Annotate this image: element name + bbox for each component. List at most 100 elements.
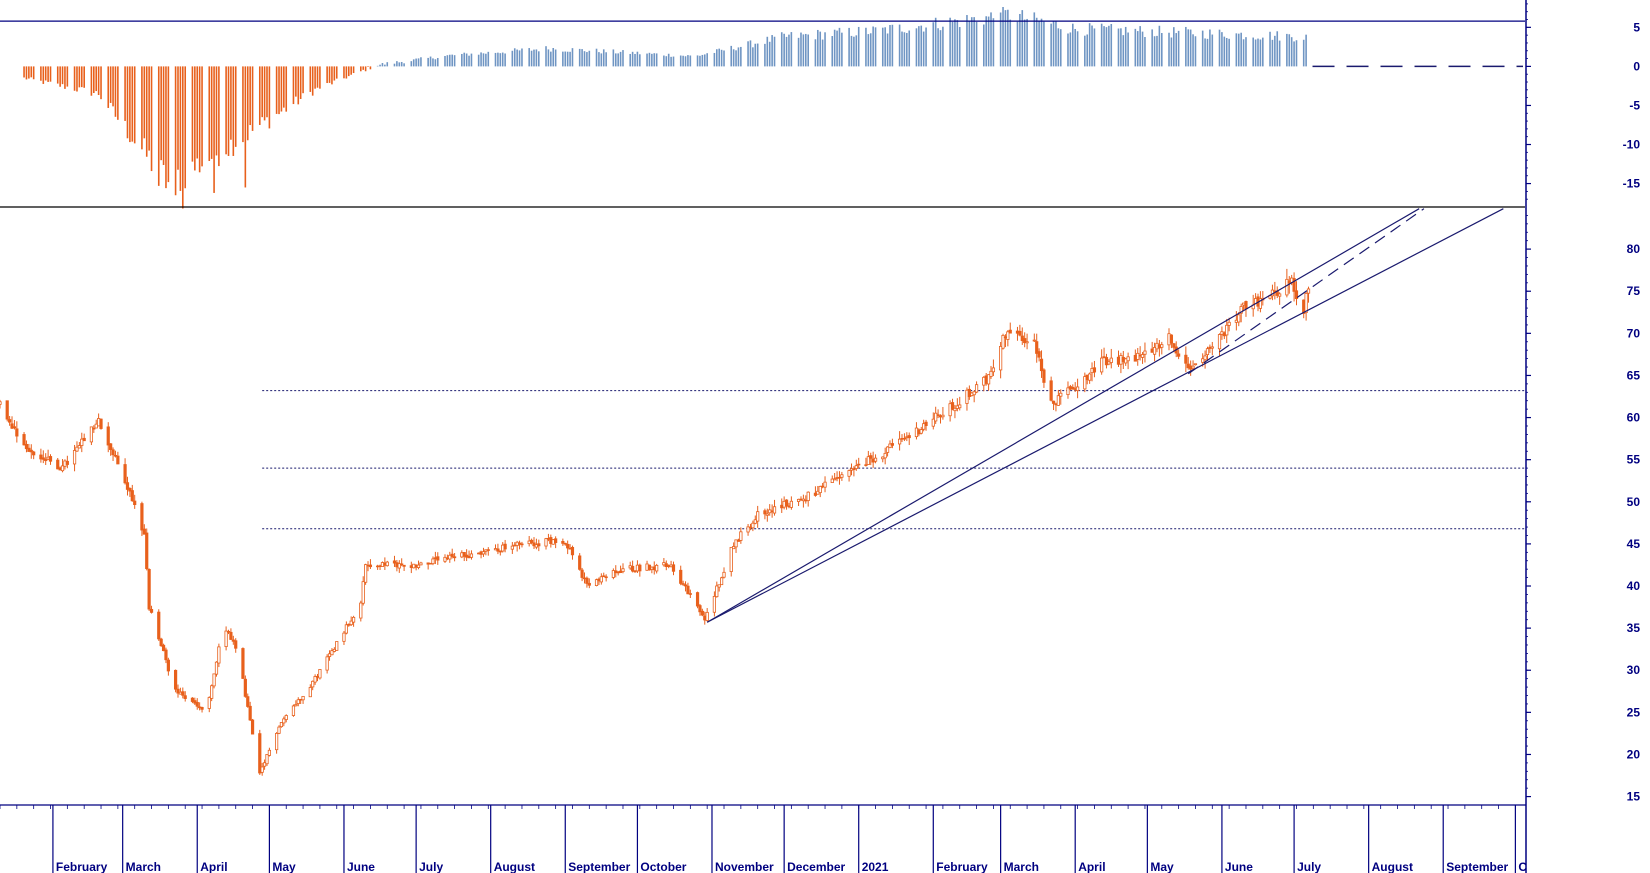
month-label: June [347,860,375,873]
price-candle-body [594,579,599,586]
price-candle-body [873,457,878,462]
price-candle-body [852,468,856,470]
price-candle-body [763,510,767,515]
price-candle-body [149,609,154,613]
price-candle-body [123,464,127,484]
price-candle-body [734,539,738,548]
price-candle-body [89,426,94,443]
price-candle-body [330,650,334,656]
price-candle-body [1076,386,1080,391]
price-candle-body [92,427,96,430]
price-candle-body [1025,341,1029,344]
month-label: March [126,860,161,873]
price-candle-body [885,446,890,453]
price-candle-body [246,696,250,707]
price-candle-body [22,434,26,446]
price-candle-body [698,605,702,613]
price-candle-body [397,563,401,569]
price-candle-body [318,669,322,679]
price-candle-body [950,402,955,410]
price-candle-body [12,426,17,429]
month-label: February [56,860,108,873]
price-candle-body [638,564,642,572]
month-label: April [1078,860,1105,873]
price-candle-body [1225,324,1229,336]
price-candle-body [241,648,245,679]
price-candle-body [301,695,305,701]
price-candle-body [1051,400,1056,404]
price-candle-body [958,404,962,409]
price-candle-body [60,465,65,472]
price-candle-body [751,522,755,529]
price-candle-body [267,749,272,756]
price-candle-body [214,661,219,675]
month-label: August [1372,860,1413,873]
y-tick-label: 60 [1627,411,1641,425]
price-candle-body [655,564,659,572]
price-candle-body [1023,338,1027,344]
price-candle-body [1037,351,1041,358]
price-candle-body [183,695,187,699]
y-tick-label: 30 [1627,663,1641,677]
price-candle-body [111,449,115,456]
price-candle-body [313,676,317,683]
price-candle-body [368,564,373,568]
price-candle-body [1039,358,1044,372]
price-candle-body [294,704,298,707]
price-candle-body [65,460,69,465]
y-tick-label: 65 [1627,368,1641,382]
price-candle-body [29,449,33,453]
price-candle-body [1306,288,1311,294]
y-tick-label: 5 [1633,20,1640,34]
price-candle-body [164,649,168,661]
price-candle-body [173,669,178,690]
price-candle-body [765,513,769,516]
price-candle-body [325,656,329,671]
price-candle-body [41,457,45,460]
price-candle-body [10,423,14,429]
price-candle-body [80,438,84,446]
month-label: July [419,860,443,873]
price-candle-body [217,646,221,664]
price-candle-body [193,700,197,704]
price-candle-body [99,418,103,429]
trendlines [706,208,1504,623]
y-tick-label: -15 [1623,177,1641,191]
price-candle-body [987,374,991,385]
price-candle-body [234,640,238,649]
price-candle-body [335,641,339,651]
price-candle-body [1258,298,1263,309]
y-tick-label: 55 [1627,453,1641,467]
price-candle-body [453,556,457,559]
price-candle-body [864,464,868,466]
price-candle-body [161,644,166,652]
price-candle-body [450,553,454,557]
price-candle-body [128,487,132,492]
price-candle-body [1001,334,1005,349]
price-candle-body [941,414,945,418]
price-candle-body [1160,344,1164,348]
price-candle-body [700,610,704,616]
price-candle-body [419,562,423,566]
price-candle-body [1066,387,1070,396]
price-candle-body [683,584,688,587]
price-candle-body [991,367,996,373]
price-candle-body [1203,355,1207,361]
price-candle-body [621,568,625,572]
price-candle-body [277,726,281,734]
price-candle-body [602,575,606,578]
price-candle-body [349,620,353,626]
y-tick-label: 40 [1627,579,1641,593]
y-tick-label: -10 [1623,138,1641,152]
price-candle-body [1201,358,1205,363]
price-candle-body [631,565,635,572]
price-candle-body [226,631,231,633]
price-candle-body [688,593,692,595]
price-candle-body [56,459,60,470]
price-candle-body [1109,357,1113,363]
price-candle-body [948,403,952,417]
price-candle-body [720,577,724,586]
price-candle-body [888,443,892,448]
price-panel [0,208,1525,776]
